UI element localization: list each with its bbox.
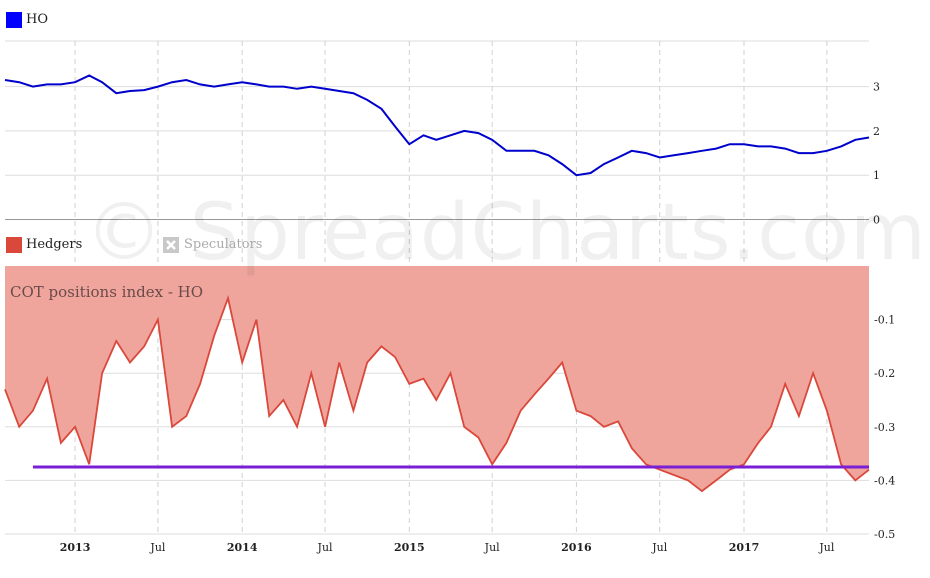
bottom-y-tick-label: -0.3 <box>874 421 895 434</box>
bottom-y-axis-ticks: -0.1 -0.2 -0.3 -0.4 -0.5 <box>874 314 895 541</box>
cot-chart-title: COT positions index - HO <box>10 283 204 301</box>
bottom-y-tick-label: -0.1 <box>874 314 895 327</box>
bottom-y-tick-label: -0.2 <box>874 367 895 380</box>
x-axis-ticks: 2013 Jul 2014 Jul 2015 Jul 2016 Jul 2017 Jul <box>60 541 835 554</box>
top-y-tick-label: 2 <box>873 125 880 138</box>
top-y-tick-label: 3 <box>873 81 880 94</box>
hedgers-legend-label[interactable]: Hedgers <box>26 237 83 252</box>
bottom-y-tick-label: -0.5 <box>874 528 895 541</box>
ho-legend-label[interactable]: HO <box>26 12 48 27</box>
x-tick-label: 2015 <box>394 541 425 554</box>
ho-legend-swatch[interactable] <box>6 12 22 28</box>
x-tick-label: 2017 <box>729 541 760 554</box>
top-y-axis-ticks: 0 1 2 3 <box>873 81 880 227</box>
top-panel-grid <box>5 40 869 220</box>
bottom-y-tick-label: -0.4 <box>874 474 895 487</box>
ho-price-line <box>4 74 870 177</box>
x-tick-label: Jul <box>484 541 500 554</box>
hedgers-area <box>5 266 869 492</box>
x-tick-label: 2014 <box>227 541 258 554</box>
top-y-tick-label: 0 <box>873 214 880 227</box>
x-tick-label: 2013 <box>60 541 91 554</box>
x-tick-label: 2016 <box>561 541 592 554</box>
hedgers-line <box>4 295 870 493</box>
x-tick-label: Jul <box>818 541 834 554</box>
watermark: © SpreadCharts.com <box>85 188 927 278</box>
x-tick-label: Jul <box>317 541 333 554</box>
speculators-legend-label[interactable]: Speculators <box>184 237 263 252</box>
x-tick-label: Jul <box>651 541 667 554</box>
hedgers-legend-swatch[interactable] <box>6 237 22 253</box>
top-y-tick-label: 1 <box>873 169 880 182</box>
x-tick-label: Jul <box>149 541 165 554</box>
close-box-icon[interactable] <box>163 237 179 253</box>
